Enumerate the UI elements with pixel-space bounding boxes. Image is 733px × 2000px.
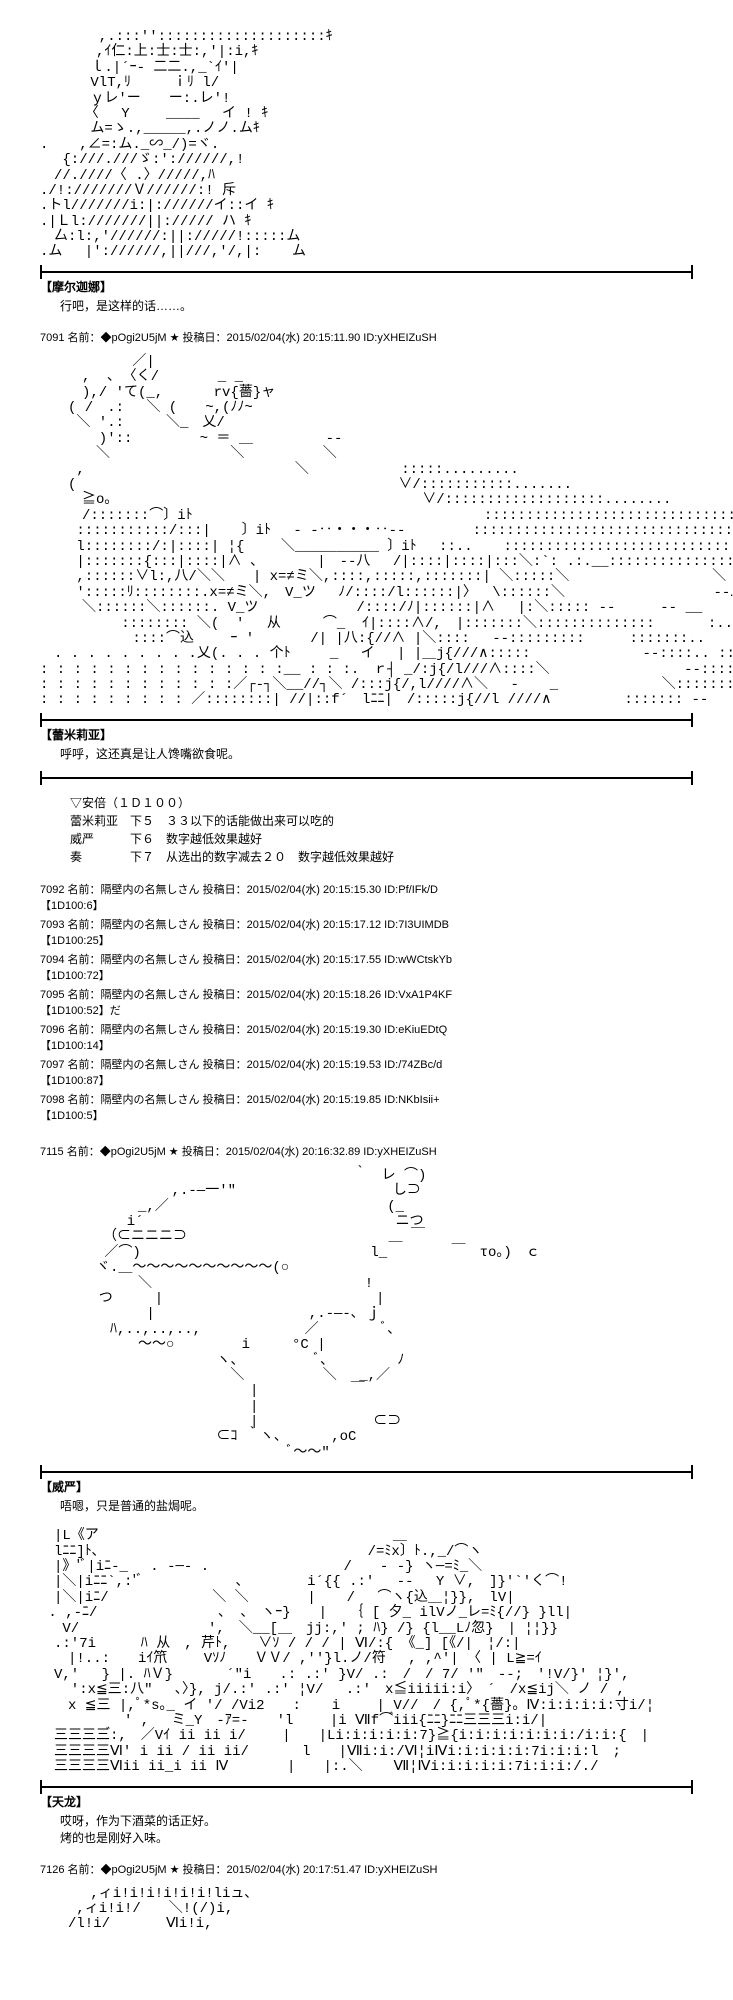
post-header-7091: 7091 名前：◆pOgi2U5jM ★ 投稿日：2015/02/04(水) 2… xyxy=(40,329,693,345)
divider xyxy=(40,1471,693,1473)
char-name-tenryu: 【天龙】 xyxy=(40,1793,693,1810)
divider xyxy=(40,719,693,721)
dialogue-line: 哎呀，作为下酒菜的话正好。 xyxy=(60,1812,693,1829)
roll-post: 7097 名前：隔壁内の名無しさん 投稿日：2015/02/04(水) 20:1… xyxy=(40,1056,693,1088)
roll-post: 7096 名前：隔壁内の名無しさん 投稿日：2015/02/04(水) 20:1… xyxy=(40,1021,693,1053)
post-header-7126: 7126 名前：◆pOgi2U5jM ★ 投稿日：2015/02/04(水) 2… xyxy=(40,1861,693,1877)
info-line: 蕾米莉亚 下５ ３３以下的话能做出来可以吃的 xyxy=(70,812,693,830)
roll-post: 7094 名前：隔壁内の名無しさん 投稿日：2015/02/04(水) 20:1… xyxy=(40,951,693,983)
info-block: ▽安倍（１Ｄ１００） 蕾米莉亚 下５ ３３以下的话能做出来可以吃的 威严 下６ … xyxy=(70,794,693,866)
roll-post: 7095 名前：隔壁内の名無しさん 投稿日：2015/02/04(水) 20:1… xyxy=(40,986,693,1018)
info-line: 奏 下７ 从选出的数字减去２０ 数字越低效果越好 xyxy=(70,848,693,866)
info-line: 威严 下６ 数字越低效果越好 xyxy=(70,830,693,848)
char-name-igen: 【威严】 xyxy=(40,1478,693,1495)
ascii-art-tenryu: |L《ア ＿ lﾆﾆ]ﾄ､ /=ﾐx〕ﾄ.,_/⌒ヽ |》'ﾞ|iﾆ-_ . -… xyxy=(40,1529,693,1775)
ascii-art-igen: ｀ レ ⌒) ,.-―一'" し⊃ _,／ (_ i´ ニつ （⊂ニニニ⊃ ＿ … xyxy=(40,1169,693,1461)
roll-post: 7093 名前：隔壁内の名無しさん 投稿日：2015/02/04(水) 20:1… xyxy=(40,916,693,948)
dialogue-tenryu: 哎呀，作为下酒菜的话正好。 烤的也是刚好入味。 xyxy=(60,1812,693,1846)
dialogue-line: 烤的也是刚好入味。 xyxy=(60,1829,693,1846)
roll-post: 7092 名前：隔壁内の名無しさん 投稿日：2015/02/04(水) 20:1… xyxy=(40,881,693,913)
dialogue-morgana: 行吧，是这样的话……。 xyxy=(60,297,693,314)
divider xyxy=(40,777,693,779)
dialogue-remilia: 呼呼，这还真是让人馋嘴欲食呢。 xyxy=(60,745,693,762)
ascii-art-morgana: ,.:::''::::::::::::::::::::ｷ ,ｲ仁:上:士:士:,… xyxy=(40,30,693,261)
char-name-morgana: 【摩尔迦娜】 xyxy=(40,278,693,295)
char-name-remilia: 【蕾米莉亚】 xyxy=(40,726,693,743)
divider xyxy=(40,271,693,273)
ascii-art-partial: ,ィi!i!i!i!i!i!liュ、 ,ィi!i!/ ＼!(/)i, /l!i/… xyxy=(40,1887,693,1933)
divider xyxy=(40,1786,693,1788)
dialogue-igen: 唔嗯，只是普通的盐焗呢。 xyxy=(60,1497,693,1514)
post-header-7115: 7115 名前：◆pOgi2U5jM ★ 投稿日：2015/02/04(水) 2… xyxy=(40,1143,693,1159)
ascii-art-remilia: ／| , ､ 〈く/ _ _ ),/ 'て(_, rv{薔}ャ ( / .: ＼… xyxy=(40,355,693,709)
roll-post: 7098 名前：隔壁内の名無しさん 投稿日：2015/02/04(水) 20:1… xyxy=(40,1091,693,1123)
info-title: ▽安倍（１Ｄ１００） xyxy=(70,794,693,812)
